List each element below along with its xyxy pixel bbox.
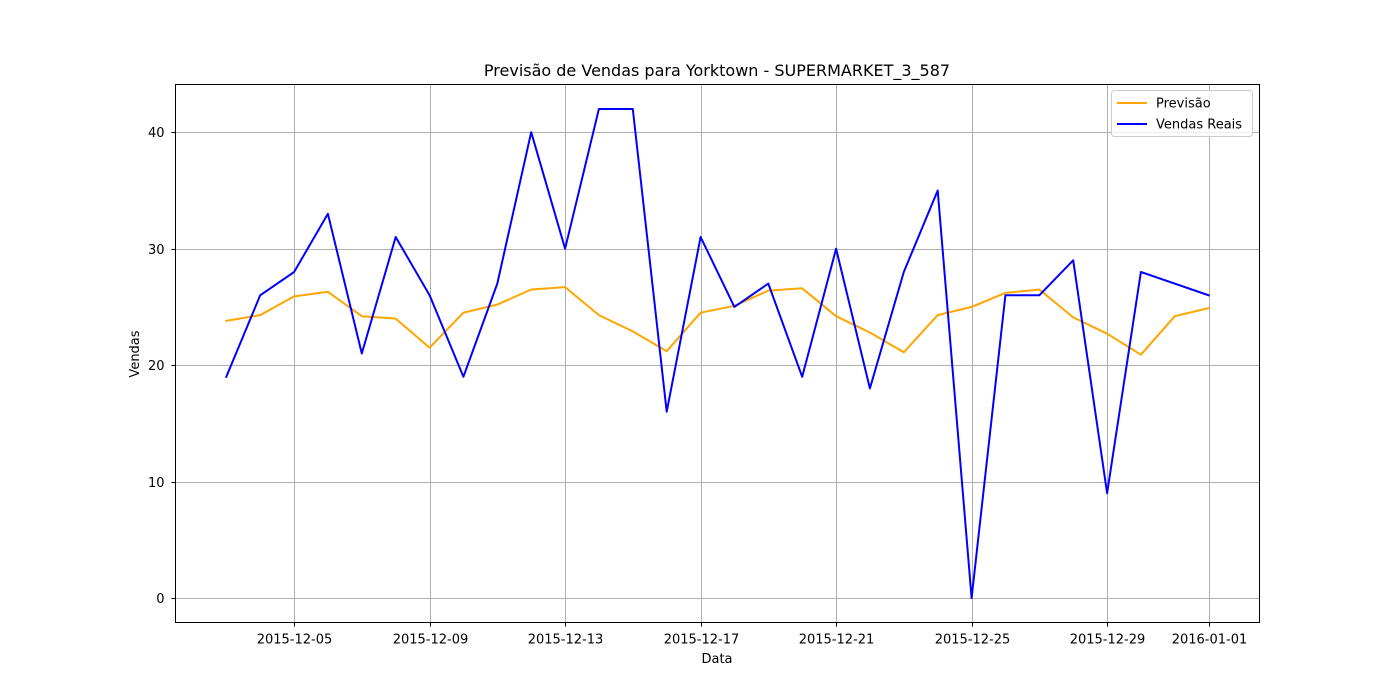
x-tick-label: 2015-12-17 <box>664 633 740 648</box>
y-tick-label: 40 <box>148 126 165 141</box>
series-line-previsao <box>225 286 1210 356</box>
y-tick-label: 0 <box>156 592 164 607</box>
chart-title: Previsão de Vendas para Yorktown - SUPER… <box>484 61 950 81</box>
plot-frame <box>175 84 1260 623</box>
legend-label: Previsão <box>1156 97 1211 112</box>
x-tick-label: 2015-12-29 <box>1070 633 1146 648</box>
x-tick-label: 2015-12-09 <box>393 633 469 648</box>
x-tick-label: 2016-01-01 <box>1172 633 1248 648</box>
legend: Previsão Vendas Reais <box>1111 90 1253 137</box>
axis-ticks: 2015-12-05 2015-12-09 2015-12-13 2015-12-17… <box>148 126 1247 648</box>
x-tick-label: 2015-12-25 <box>935 633 1011 648</box>
x-axis-label: Data <box>701 652 732 667</box>
y-tick-label: 30 <box>148 243 165 258</box>
grid <box>175 84 1260 623</box>
series-line-vendas-reais <box>224 108 1210 599</box>
x-tick-label: 2015-12-21 <box>799 633 875 648</box>
x-tick-label: 2015-12-05 <box>257 633 333 648</box>
legend-label: Vendas Reais <box>1156 118 1242 133</box>
y-axis-label: Vendas <box>128 330 143 377</box>
y-tick-label: 20 <box>148 359 165 374</box>
y-tick-label: 10 <box>148 476 165 491</box>
x-tick-label: 2015-12-13 <box>528 633 604 648</box>
series-lines <box>224 108 1210 599</box>
